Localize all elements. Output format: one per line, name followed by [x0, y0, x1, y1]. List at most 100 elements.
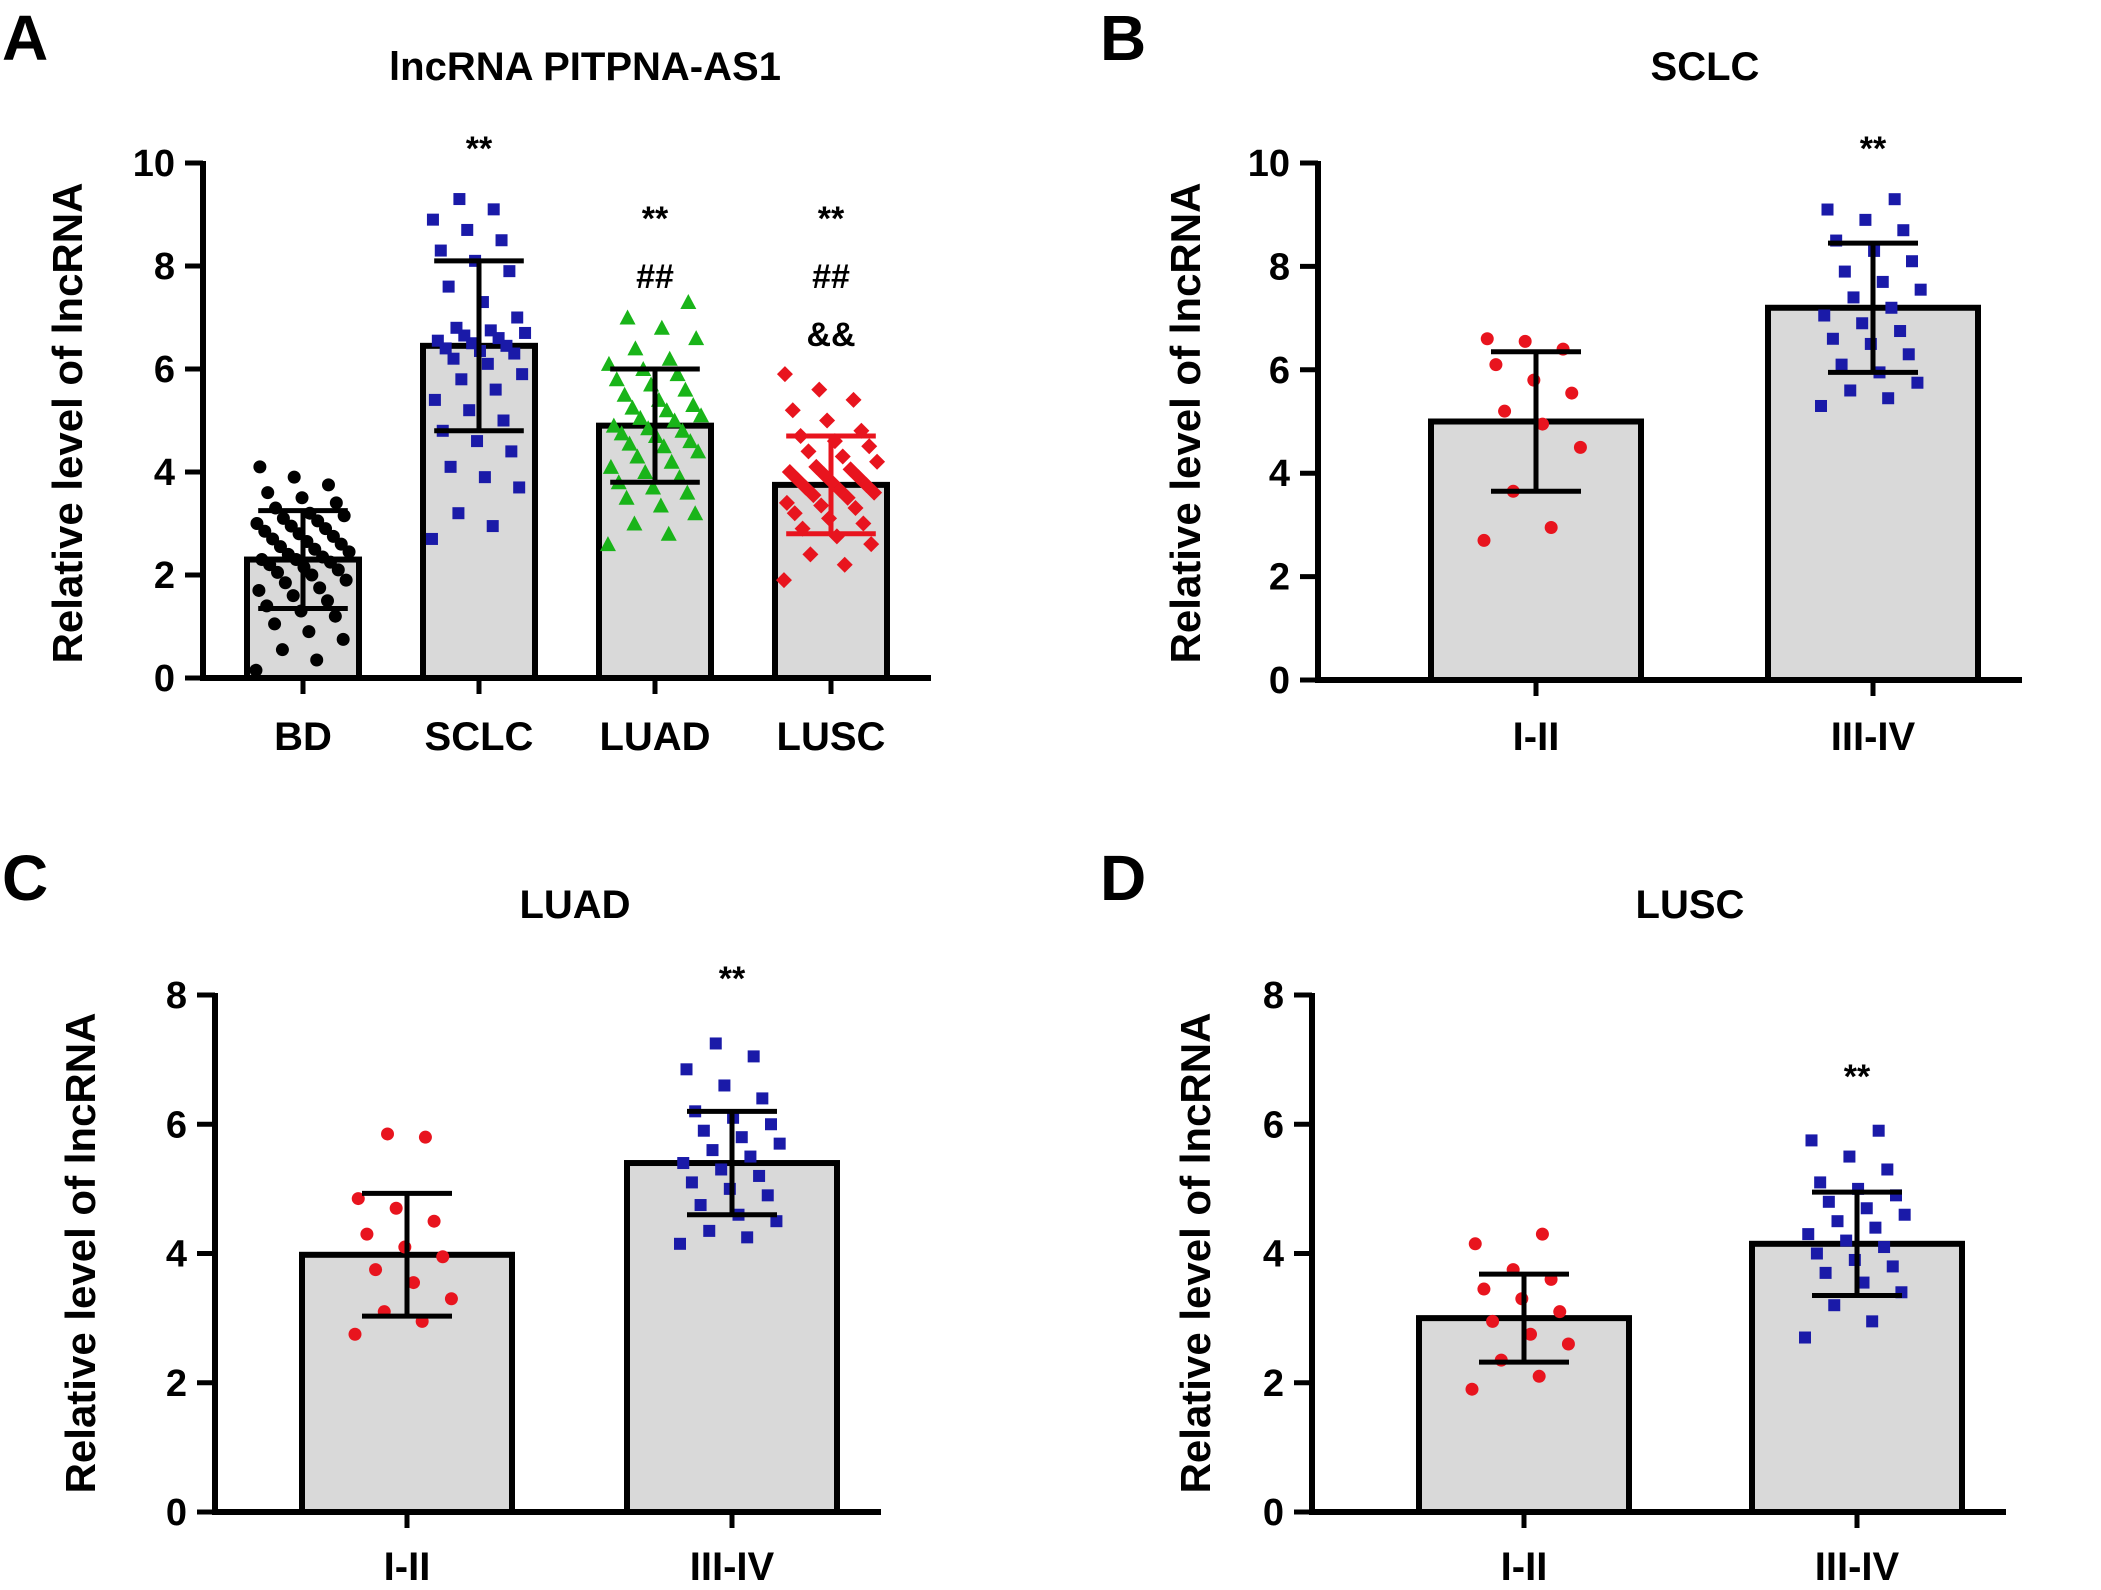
y-axis-label: Relative level of lncRNA	[1172, 1013, 1219, 1494]
data-point-bd	[276, 511, 290, 525]
data-point-bd	[336, 632, 350, 646]
significance-mark: **	[1860, 130, 1887, 168]
data-point-sclc	[444, 460, 457, 473]
data-point-iii-iv	[1898, 1208, 1911, 1221]
data-point-sclc	[453, 193, 466, 206]
y-tick-label: 0	[1269, 660, 1290, 702]
data-point-iii-iv	[1857, 1276, 1870, 1289]
data-point-luad	[677, 381, 694, 397]
data-point-sclc	[511, 311, 524, 324]
data-point-iii-iv	[1805, 1134, 1818, 1147]
data-point-iii-iv	[744, 1150, 757, 1163]
chart-title: LUAD	[519, 883, 630, 927]
data-point-luad	[626, 515, 643, 531]
data-point-bd	[321, 594, 334, 608]
data-point-i-ii	[1573, 440, 1587, 454]
y-tick-label: 2	[1263, 1363, 1284, 1405]
data-point-luad	[685, 397, 702, 413]
data-point-luad	[608, 371, 625, 387]
data-point-luad	[679, 484, 696, 500]
significance-mark: **	[642, 200, 669, 238]
data-point-i-ii	[381, 1127, 394, 1141]
data-point-bd	[278, 576, 292, 590]
data-point-bd	[302, 625, 316, 639]
data-point-iii-iv	[1885, 301, 1898, 314]
data-point-luad	[619, 309, 636, 325]
data-point-luad	[661, 350, 678, 366]
x-tick-label: III-IV	[1831, 715, 1916, 759]
data-point-bd	[313, 581, 327, 595]
x-tick-label: I-II	[1501, 1545, 1548, 1589]
data-point-lusc	[863, 536, 880, 553]
data-point-lusc	[845, 391, 862, 408]
data-point-lusc	[778, 494, 795, 511]
data-point-sclc	[478, 471, 491, 484]
data-point-iii-iv	[1810, 1247, 1823, 1260]
significance-mark: ##	[636, 258, 674, 296]
data-point-luad	[645, 479, 662, 495]
data-point-sclc	[487, 203, 500, 216]
data-point-iii-iv	[1818, 309, 1831, 322]
data-point-bd	[329, 496, 343, 510]
y-tick-label: 10	[1248, 143, 1290, 185]
data-point-iii-iv	[1835, 358, 1848, 371]
data-point-luad	[680, 294, 697, 310]
y-tick-label: 8	[154, 246, 175, 288]
data-point-lusc	[781, 464, 798, 480]
data-point-lusc	[802, 546, 819, 563]
data-point-iii-iv	[1872, 1124, 1885, 1137]
data-point-i-ii	[1553, 1305, 1567, 1319]
data-point-luad	[666, 412, 683, 428]
data-point-luad	[690, 443, 707, 459]
significance-mark: ##	[812, 258, 850, 296]
data-point-i-ii	[360, 1227, 374, 1241]
data-point-iii-iv	[1840, 1234, 1853, 1247]
chart-title: LUSC	[1636, 883, 1745, 927]
data-point-bd	[250, 517, 264, 530]
y-tick-label: 2	[166, 1363, 187, 1405]
x-tick-label: SCLC	[425, 715, 534, 759]
data-point-luad	[627, 340, 644, 356]
x-tick-label: I-II	[384, 1545, 431, 1589]
data-point-iii-iv	[1802, 1228, 1815, 1241]
data-point-lusc	[808, 458, 825, 475]
data-point-luad	[660, 525, 677, 541]
data-point-sclc	[513, 481, 526, 494]
data-point-lusc	[855, 515, 872, 532]
data-point-iii-iv	[765, 1118, 777, 1131]
y-tick-label: 6	[1263, 1104, 1284, 1146]
panel-letter: B	[1100, 2, 1146, 74]
data-point-i-ii	[444, 1292, 458, 1306]
data-point-luad	[688, 330, 705, 346]
data-point-i-ii	[1477, 1282, 1491, 1296]
data-point-iii-iv	[680, 1063, 693, 1076]
data-point-i-ii	[427, 1214, 441, 1228]
y-axis-label: Relative level of lncRNA	[1162, 183, 1209, 664]
data-point-luad	[682, 433, 699, 449]
data-point-i-ii	[1535, 1227, 1549, 1241]
data-point-iii-iv	[753, 1169, 766, 1182]
data-point-lusc	[811, 381, 828, 398]
data-point-sclc	[426, 213, 439, 226]
data-point-sclc	[447, 352, 460, 365]
x-tick-label: III-IV	[1815, 1545, 1900, 1589]
data-point-sclc	[503, 265, 516, 278]
data-point-i-ii	[351, 1192, 365, 1206]
data-point-luad	[613, 425, 630, 441]
data-point-iii-iv	[1882, 392, 1895, 405]
data-point-iii-iv	[741, 1231, 754, 1244]
data-point-luad	[669, 366, 686, 382]
data-point-iii-iv	[1878, 1241, 1891, 1254]
data-point-iii-iv	[1897, 224, 1910, 237]
data-point-iii-iv	[1866, 1315, 1879, 1328]
y-tick-label: 0	[154, 658, 175, 700]
data-point-luad	[632, 409, 649, 425]
data-point-luad	[674, 422, 691, 438]
data-point-iii-iv	[694, 1199, 707, 1212]
data-point-sclc	[425, 532, 438, 545]
data-point-i-ii	[1524, 1327, 1537, 1341]
data-point-bd	[253, 460, 267, 474]
data-point-sclc	[434, 244, 447, 257]
data-point-iii-iv	[1844, 384, 1857, 397]
data-point-iii-iv	[1815, 399, 1827, 412]
